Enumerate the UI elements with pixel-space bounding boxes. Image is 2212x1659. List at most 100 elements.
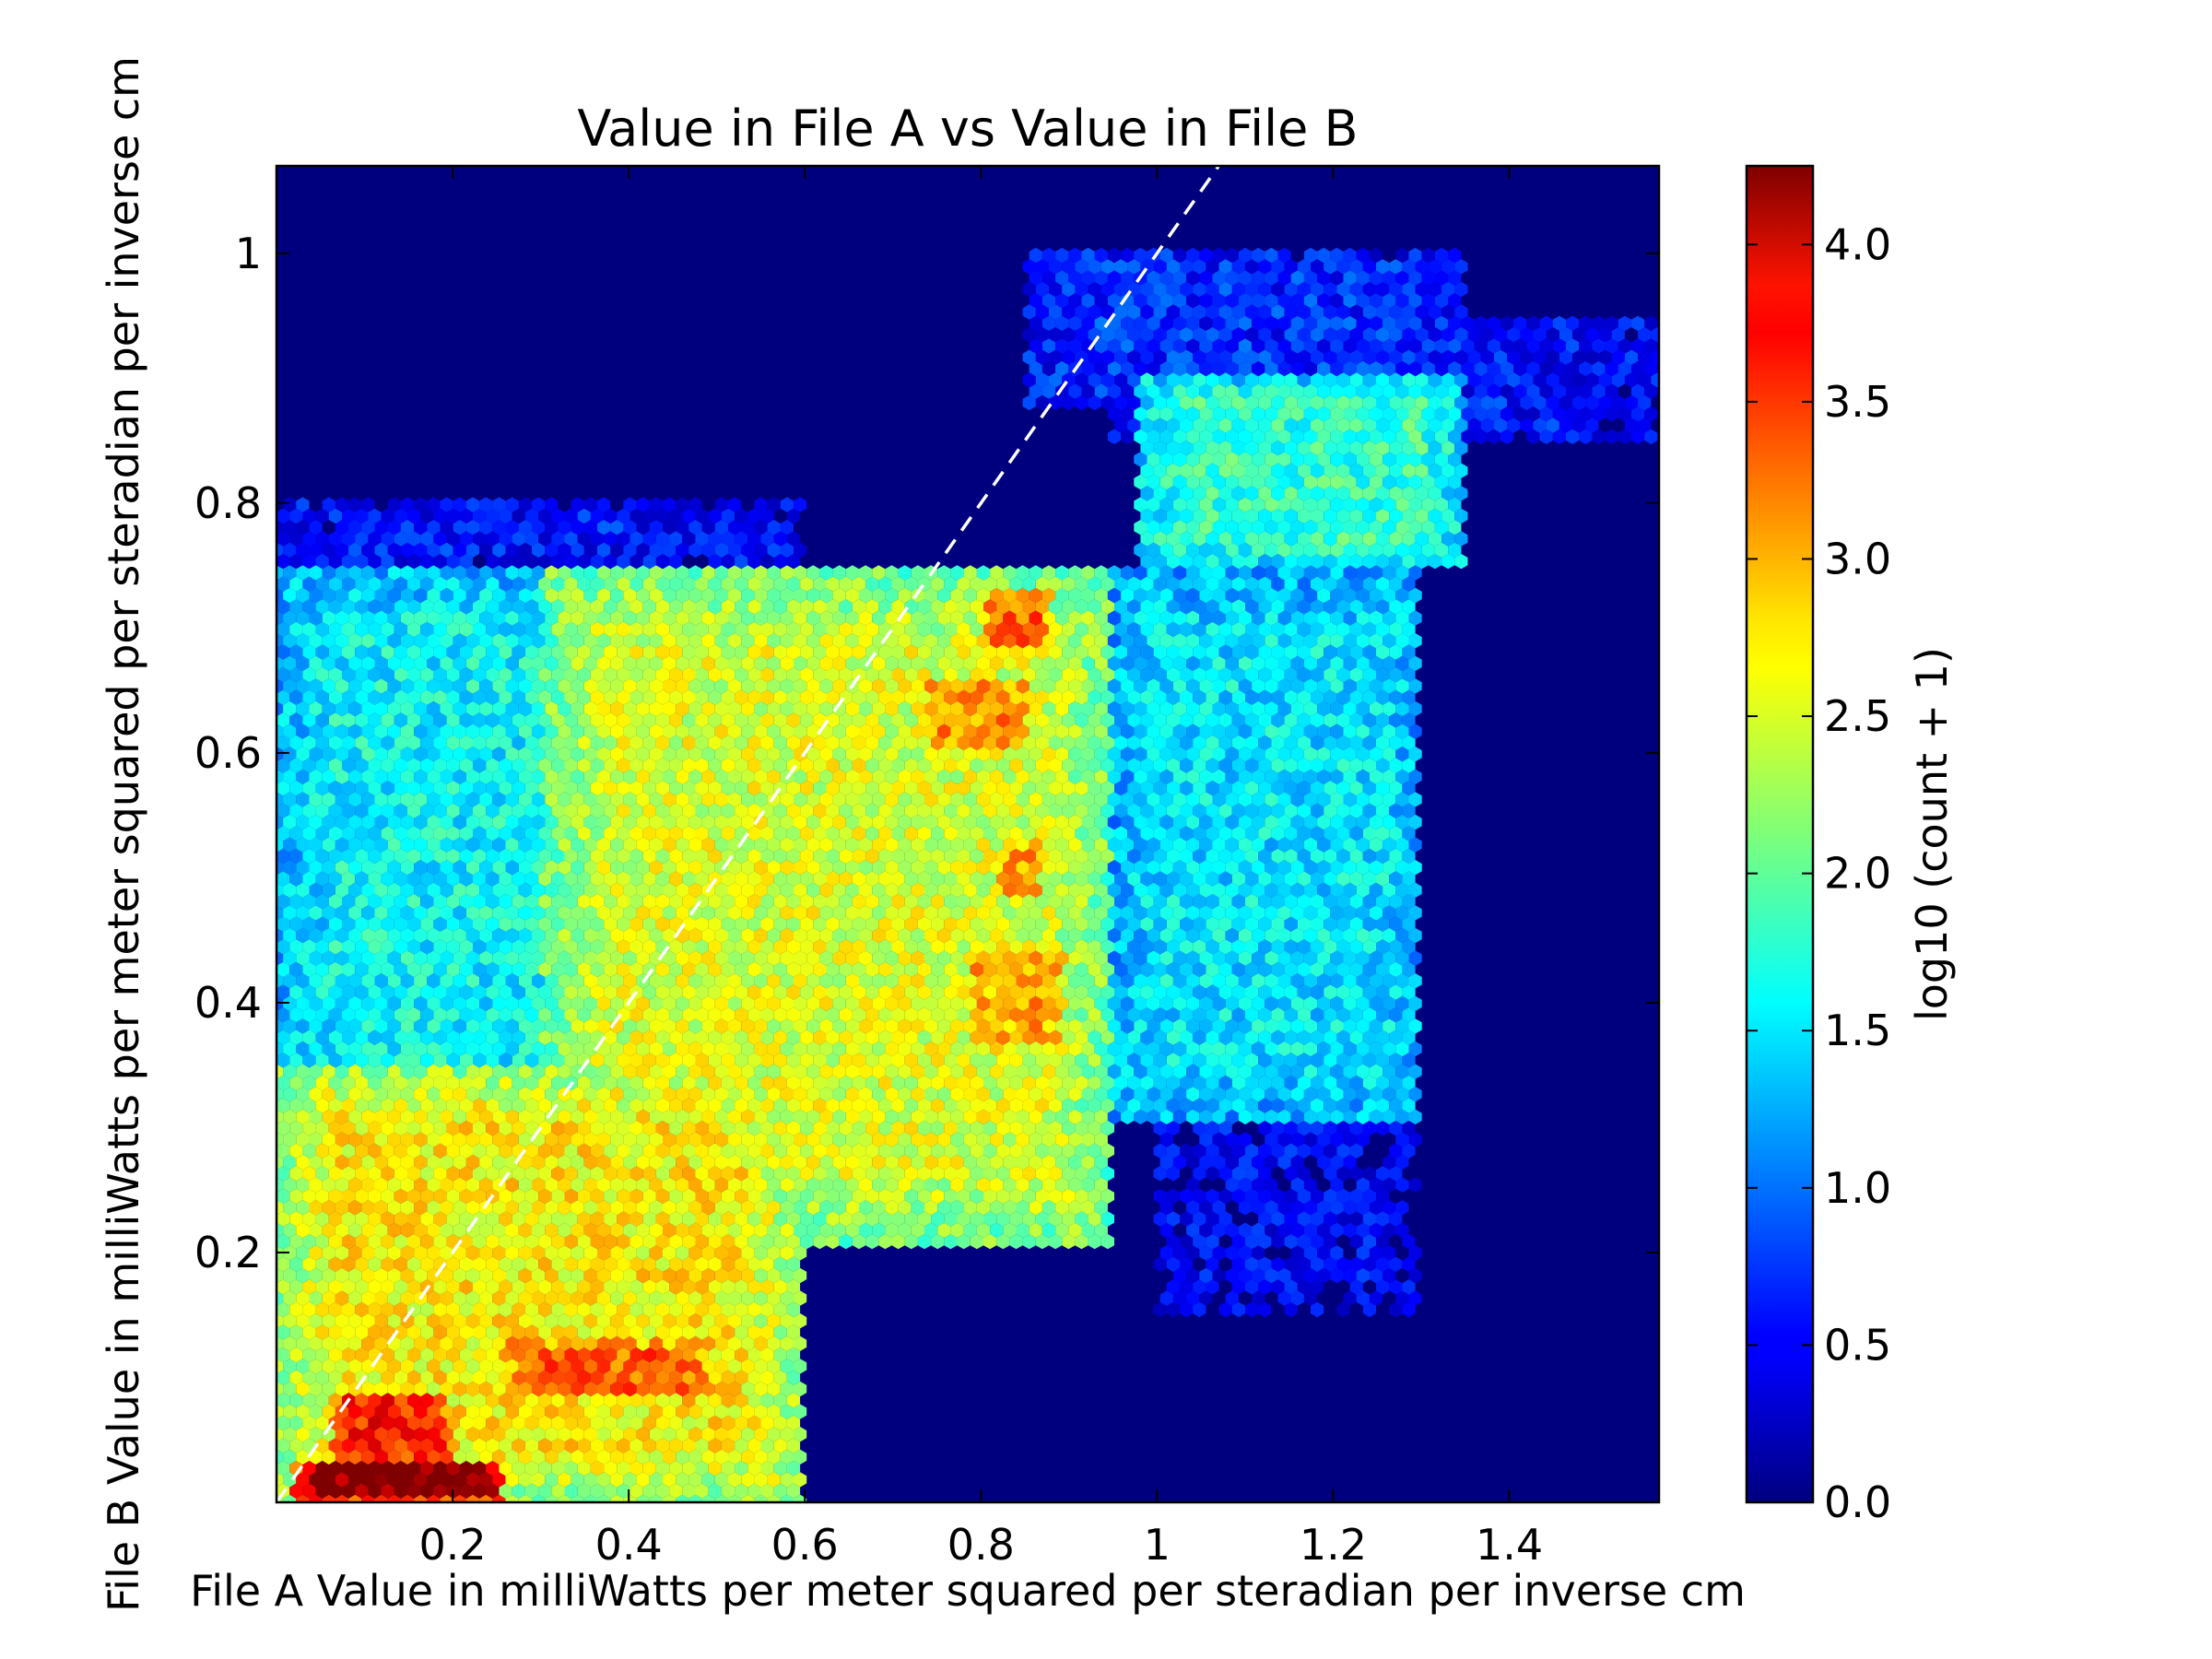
hex-cell [1343,1222,1357,1238]
hex-cell [604,1370,618,1385]
hex-cell [983,1233,997,1250]
hex-cell [1324,1211,1337,1227]
hex-cell [368,1188,382,1205]
hex-cell [532,1245,546,1261]
hex-cell [283,1177,297,1193]
hex-cell [1180,1211,1194,1227]
hex-cell [1382,1267,1396,1284]
hex-cell [786,1233,801,1250]
hex-cell [381,1256,394,1272]
hex-cell [407,1460,421,1477]
hex-cell [1159,1200,1173,1216]
hex-cell [289,1483,303,1499]
hex-cell [767,1267,781,1284]
hex-cell [747,1301,761,1318]
hex-cell [845,1222,859,1238]
hex-cell [394,1188,407,1205]
hex-cell [465,1267,480,1284]
hex-cell [361,1404,375,1419]
hex-cell [348,1427,362,1442]
hex-cell [1199,1222,1213,1238]
hex-cell [524,1483,539,1499]
hex-cell [414,1472,428,1488]
hex-cell [1068,1200,1082,1216]
hex-cell [839,1166,853,1182]
hex-cell [695,1483,709,1499]
hex-cell [355,1324,369,1340]
hex-cell [714,1313,728,1329]
hex-cell [1336,1211,1350,1227]
hex-cell [518,1222,532,1238]
hex-cell [414,1381,428,1397]
hex-cell [532,1290,546,1306]
hex-cell [623,1335,637,1351]
hex-cell [767,1494,781,1502]
hex-cell [400,1472,415,1488]
hex-cell [747,1256,761,1272]
hex-cell [302,1324,316,1340]
hex-cell [479,1177,493,1193]
hex-cell [767,1245,781,1261]
hex-cell [328,1188,342,1205]
hex-cell [453,1290,466,1306]
hex-cell [387,1222,401,1238]
hex-cell [459,1233,473,1250]
hex-cell [1369,1200,1383,1216]
hex-cell [604,1438,618,1453]
hex-cell [1231,1233,1245,1250]
hex-cell [532,1472,546,1488]
hex-cell [669,1460,683,1477]
hex-cell [695,1211,709,1227]
hex-cell [446,1279,460,1295]
hex-cell [361,1313,375,1329]
hex-cell [610,1177,624,1193]
hex-cell [610,1381,624,1397]
hex-cell [590,1438,605,1453]
hex-cell [1238,1222,1253,1238]
hex-cell [1369,1222,1383,1238]
hex-cell [433,1393,447,1408]
hex-cell [655,1483,670,1499]
hex-cell [682,1483,696,1499]
hex-cell [629,1415,643,1431]
hex-cell [571,1494,584,1502]
hex-cell [499,1415,512,1431]
hex-cell [623,1267,637,1284]
hex-cell [610,1427,624,1442]
hex-cell [427,1359,441,1374]
hex-cell [414,1313,428,1329]
hex-cell [473,1211,487,1227]
hex-cell [1206,1279,1219,1295]
hex-cell [420,1301,434,1318]
hex-cell [315,1483,329,1499]
hex-cell [682,1166,696,1182]
hex-cell [283,1427,297,1442]
hex-cell [453,1200,466,1216]
hex-cell [335,1449,349,1465]
hex-cell [1311,1301,1324,1318]
hex-cell [688,1404,702,1419]
hex-cell [524,1211,539,1227]
hex-cell [453,1449,466,1465]
hex-cell [688,1313,702,1329]
hex-cell [1186,1290,1200,1306]
hex-cell [629,1393,643,1408]
hex-cell [1153,1211,1167,1227]
hex-cell [328,1460,342,1477]
hex-cell [459,1279,473,1295]
hex-cell [597,1245,611,1261]
hex-cell [1271,1233,1285,1250]
hex-cell [931,1188,945,1205]
hex-cell [583,1449,597,1465]
hex-cell [1252,1290,1265,1306]
hex-cell [1245,1188,1259,1205]
hex-cell [276,1381,284,1397]
hex-cell [1330,1200,1344,1216]
hex-cell [486,1415,500,1431]
hex-cell [839,1233,853,1250]
hex-cell [368,1460,382,1477]
hex-cell [348,1449,362,1465]
hex-cell [1303,1267,1318,1284]
hex-cell [309,1245,323,1261]
hex-cell [669,1188,683,1205]
